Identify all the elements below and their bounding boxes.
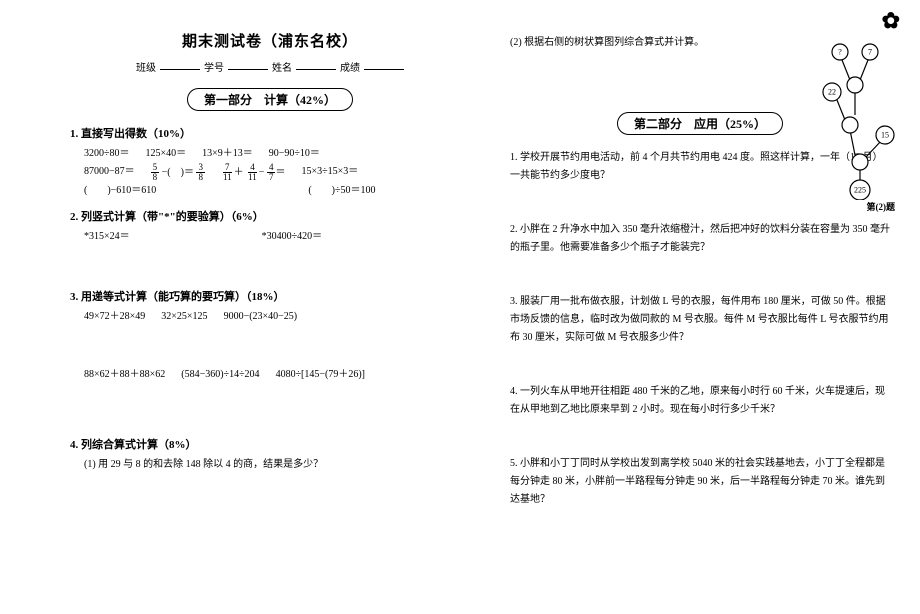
q2a: *315×24＝ xyxy=(84,228,130,246)
svg-text:22: 22 xyxy=(828,88,836,97)
svg-text:7: 7 xyxy=(868,48,872,57)
q3f: 4080÷[145−(79＋26)] xyxy=(276,366,365,384)
left-column: 期末测试卷（浦东名校） 班级 学号 姓名 成绩 第一部分 计算（42%） 1. … xyxy=(70,30,470,478)
class-label: 班级 xyxy=(136,59,156,74)
q3b: 32×25×125 xyxy=(161,308,207,326)
q3c: 9000−(23×40−25) xyxy=(224,308,298,326)
tree-label: 第(2)题 xyxy=(867,200,896,213)
q3e: (584−360)÷14÷204 xyxy=(181,366,259,384)
q1-r1b: 125×40＝ xyxy=(146,145,187,163)
q3-head: 3. 用递等式计算（能巧算的要巧算）（18%） xyxy=(70,288,470,304)
q3d: 88×62＋88＋88×62 xyxy=(84,366,165,384)
q3a: 49×72＋28×49 xyxy=(84,308,145,326)
s2-q2: 2. 小胖在 2 升净水中加入 350 毫升浓缩橙汁，然后把冲好的饮料分装在容量… xyxy=(510,221,890,257)
q1-r2d: 15×3÷15×3＝ xyxy=(301,163,358,182)
svg-text:225: 225 xyxy=(854,186,866,195)
q1-r3b: ( )÷50＝100 xyxy=(308,182,375,200)
s2-q5: 5. 小胖和小丁丁同时从学校出发到离学校 5040 米的社会实践基地去，小丁丁全… xyxy=(510,455,890,509)
q1-r1a: 3200÷80＝ xyxy=(84,145,130,163)
score-blank xyxy=(364,59,404,70)
s2-q3: 3. 服装厂用一批布做衣服，计划做 L 号的衣服，每件用布 180 厘米，可做 … xyxy=(510,293,890,347)
section1-title: 第一部分 计算（42%） xyxy=(187,88,353,111)
q3-body: 49×72＋28×49 32×25×125 9000−(23×40−25) 88… xyxy=(84,308,470,384)
q1-r2a: 87000−87＝ xyxy=(84,163,135,182)
id-blank xyxy=(228,59,268,70)
q2-head: 2. 列竖式计算（带"*"的要验算）（6%） xyxy=(70,208,470,224)
q4-head: 4. 列综合算式计算（8%） xyxy=(70,436,470,452)
exam-title: 期末测试卷（浦东名校） xyxy=(70,30,470,51)
class-blank xyxy=(160,59,200,70)
q1-r3a: ( )−610＝610 xyxy=(84,182,156,200)
score-label: 成绩 xyxy=(340,59,360,74)
id-label: 学号 xyxy=(204,59,224,74)
name-label: 姓名 xyxy=(272,59,292,74)
section2-title: 第二部分 应用（25%） xyxy=(617,112,783,135)
q4-sub1: (1) 用 29 与 8 的和去除 148 除以 4 的商，结果是多少？ xyxy=(84,456,470,474)
q2b: *30400÷420＝ xyxy=(262,228,323,246)
q2-body: *315×24＝ *30400÷420＝ xyxy=(84,228,470,246)
svg-text:15: 15 xyxy=(881,131,889,140)
q1-r1c: 13×9＋13＝ xyxy=(202,145,253,163)
q1-r2c: 711＋ 411− 47＝ xyxy=(221,163,285,182)
q1-head: 1. 直接写出得数（10%） xyxy=(70,125,470,141)
name-blank xyxy=(296,59,336,70)
tree-diagram: ? 7 22 15 225 xyxy=(820,40,900,200)
q1-r1d: 90−90÷10＝ xyxy=(269,145,320,163)
student-info-row: 班级 学号 姓名 成绩 xyxy=(70,59,470,74)
s2-q4: 4. 一列火车从甲地开往相距 480 千米的乙地，原来每小时行 60 千米，火车… xyxy=(510,383,890,419)
q1-r2b: 58 −( )＝ 38 xyxy=(151,163,205,182)
svg-text:?: ? xyxy=(838,48,842,57)
q1-body: 3200÷80＝ 125×40＝ 13×9＋13＝ 90−90÷10＝ 8700… xyxy=(84,145,470,200)
